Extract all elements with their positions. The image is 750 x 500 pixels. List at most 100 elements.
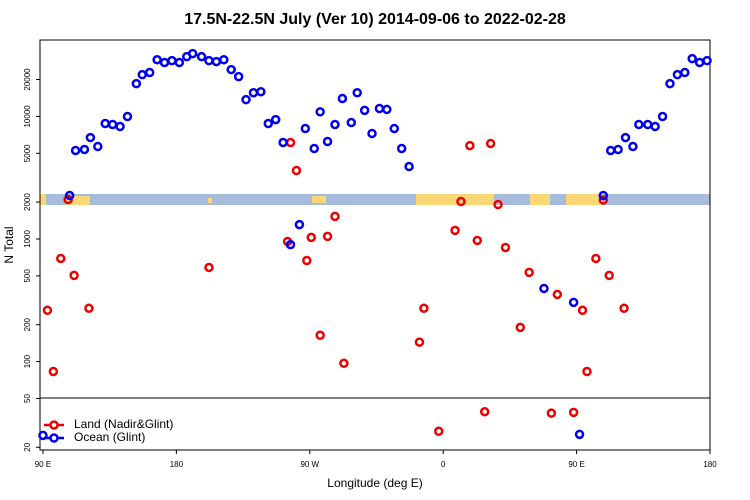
point — [665, 78, 675, 89]
point — [144, 67, 155, 78]
point — [374, 103, 385, 114]
point — [546, 408, 557, 418]
point — [574, 429, 585, 440]
y-tick-label: 200 — [23, 317, 32, 331]
point — [152, 54, 162, 65]
point — [187, 48, 198, 59]
point — [233, 71, 244, 82]
point — [485, 138, 496, 149]
point — [598, 190, 609, 201]
x-tick-label: 180 — [703, 460, 717, 469]
point — [382, 104, 392, 115]
point — [270, 114, 281, 125]
point — [657, 111, 668, 122]
legend-label: Land (Nadir&Glint) — [74, 417, 173, 431]
y-tick-label: 10000 — [23, 105, 32, 128]
point — [219, 54, 229, 65]
land-mask — [40, 194, 710, 205]
point — [256, 86, 266, 97]
point — [263, 118, 274, 129]
point — [352, 87, 362, 98]
point — [339, 358, 349, 368]
point — [568, 407, 579, 418]
point — [568, 297, 579, 308]
point — [650, 121, 660, 132]
point — [337, 93, 348, 104]
point — [493, 199, 503, 210]
point — [79, 144, 90, 155]
point — [42, 305, 53, 316]
point — [315, 107, 325, 117]
point — [159, 57, 170, 68]
y-tick-label: 2000 — [23, 193, 32, 211]
point — [137, 69, 148, 80]
point — [64, 190, 75, 201]
point — [56, 253, 66, 264]
point — [70, 145, 81, 156]
point — [472, 235, 483, 246]
y-tick-label: 20 — [23, 442, 32, 451]
point — [414, 337, 425, 347]
point — [241, 94, 251, 105]
x-tick-label: 90 E — [568, 460, 584, 469]
legend-marker — [49, 420, 59, 430]
point — [300, 123, 311, 134]
point — [330, 211, 340, 222]
point — [306, 232, 317, 243]
legend-marker — [49, 433, 59, 443]
x-tick-label: 90 E — [35, 460, 51, 469]
point — [598, 195, 609, 205]
point — [419, 303, 429, 314]
point — [582, 366, 592, 377]
point — [433, 426, 444, 437]
point — [634, 119, 644, 130]
point — [291, 165, 302, 176]
point — [359, 105, 370, 116]
point — [248, 87, 259, 98]
y-tick-label: 50 — [23, 393, 32, 402]
point — [196, 51, 207, 62]
point — [367, 128, 377, 139]
y-tick-label: 500 — [23, 269, 32, 283]
x-axis-label: Longitude (deg E) — [327, 476, 422, 490]
legend-label: Ocean (Glint) — [74, 430, 145, 444]
y-tick-label: 5000 — [23, 144, 32, 162]
point — [122, 111, 133, 122]
point — [167, 55, 177, 66]
point — [285, 239, 296, 250]
point — [107, 119, 118, 130]
point — [465, 140, 475, 151]
point — [322, 136, 333, 147]
point — [500, 242, 511, 253]
point — [680, 67, 690, 78]
point — [515, 322, 526, 333]
point — [211, 56, 222, 67]
point — [577, 305, 588, 316]
point — [702, 55, 712, 66]
point — [174, 57, 185, 68]
point — [672, 69, 683, 80]
y-tick-label: 20000 — [23, 68, 32, 91]
point — [479, 406, 490, 417]
point — [48, 366, 59, 377]
plot-frame — [39, 39, 711, 451]
point — [389, 123, 400, 134]
point — [404, 161, 414, 172]
point — [613, 144, 623, 155]
point — [100, 118, 110, 129]
chart-title: 17.5N-22.5N July (Ver 10) 2014-09-06 to … — [184, 11, 566, 28]
y-tick-label: 1000 — [23, 230, 32, 248]
point — [315, 330, 325, 340]
point — [330, 119, 340, 130]
point — [204, 55, 214, 66]
point — [38, 430, 48, 441]
point — [694, 57, 705, 68]
point — [605, 145, 616, 156]
point — [294, 219, 305, 230]
point — [620, 132, 631, 143]
y-axis-label: N Total — [2, 226, 16, 263]
point — [302, 255, 312, 266]
point — [591, 253, 601, 264]
point — [204, 262, 214, 273]
